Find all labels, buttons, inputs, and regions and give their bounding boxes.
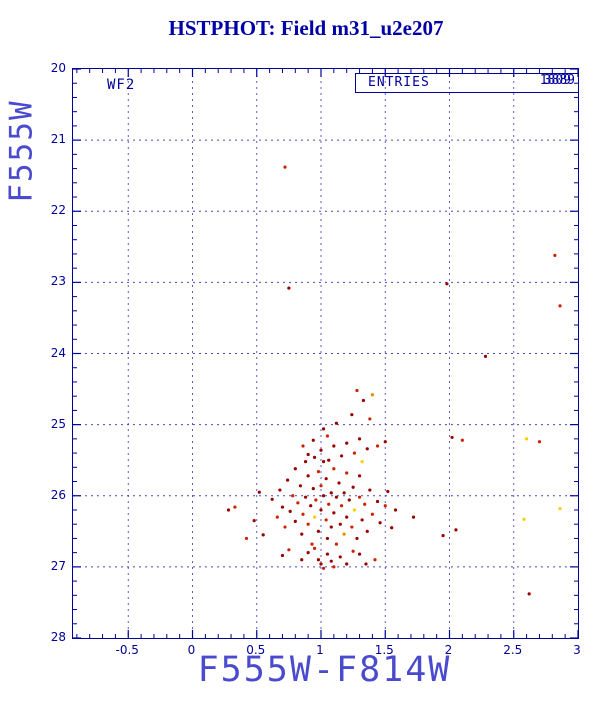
x-tick-label: 3 — [573, 643, 581, 657]
y-axis-label-text: F555W — [4, 99, 41, 203]
entries-value-overlay: 1809 — [539, 73, 571, 88]
x-tick-label: -0.5 — [115, 643, 139, 657]
y-tick-label: 26 — [50, 487, 66, 502]
y-tick-label: 23 — [50, 274, 66, 289]
y-tick-label: 21 — [50, 132, 66, 147]
detector-label: WF2 — [107, 77, 136, 93]
page-title: HSTPHOT: Field m31_u2e207 — [168, 16, 444, 40]
y-tick-label: 24 — [50, 345, 66, 360]
x-tick-label: 0.5 — [246, 643, 266, 657]
scatter-canvas — [73, 69, 578, 638]
y-tick-label: 20 — [50, 61, 66, 75]
x-tick-label: 0 — [187, 643, 196, 657]
x-tick-label: 2 — [444, 643, 453, 657]
x-tick-label: 1 — [316, 643, 324, 657]
entries-label: ENTRIES — [368, 75, 430, 90]
x-axis-label: F555W-F814W — [197, 650, 452, 690]
y-tick-label: 25 — [50, 416, 66, 431]
y-tick-label: 27 — [50, 558, 66, 573]
entries-box: ENTRIES 1809 3889 — [355, 73, 579, 93]
entries-value: 3889 — [543, 73, 575, 88]
x-tick-label: 1.5 — [374, 643, 394, 657]
x-tick-label: 2.5 — [503, 643, 523, 657]
y-tick-label: 28 — [50, 630, 66, 644]
plot-area: WF2 ENTRIES 1809 3889 — [72, 68, 579, 639]
y-tick-label: 22 — [50, 203, 66, 218]
